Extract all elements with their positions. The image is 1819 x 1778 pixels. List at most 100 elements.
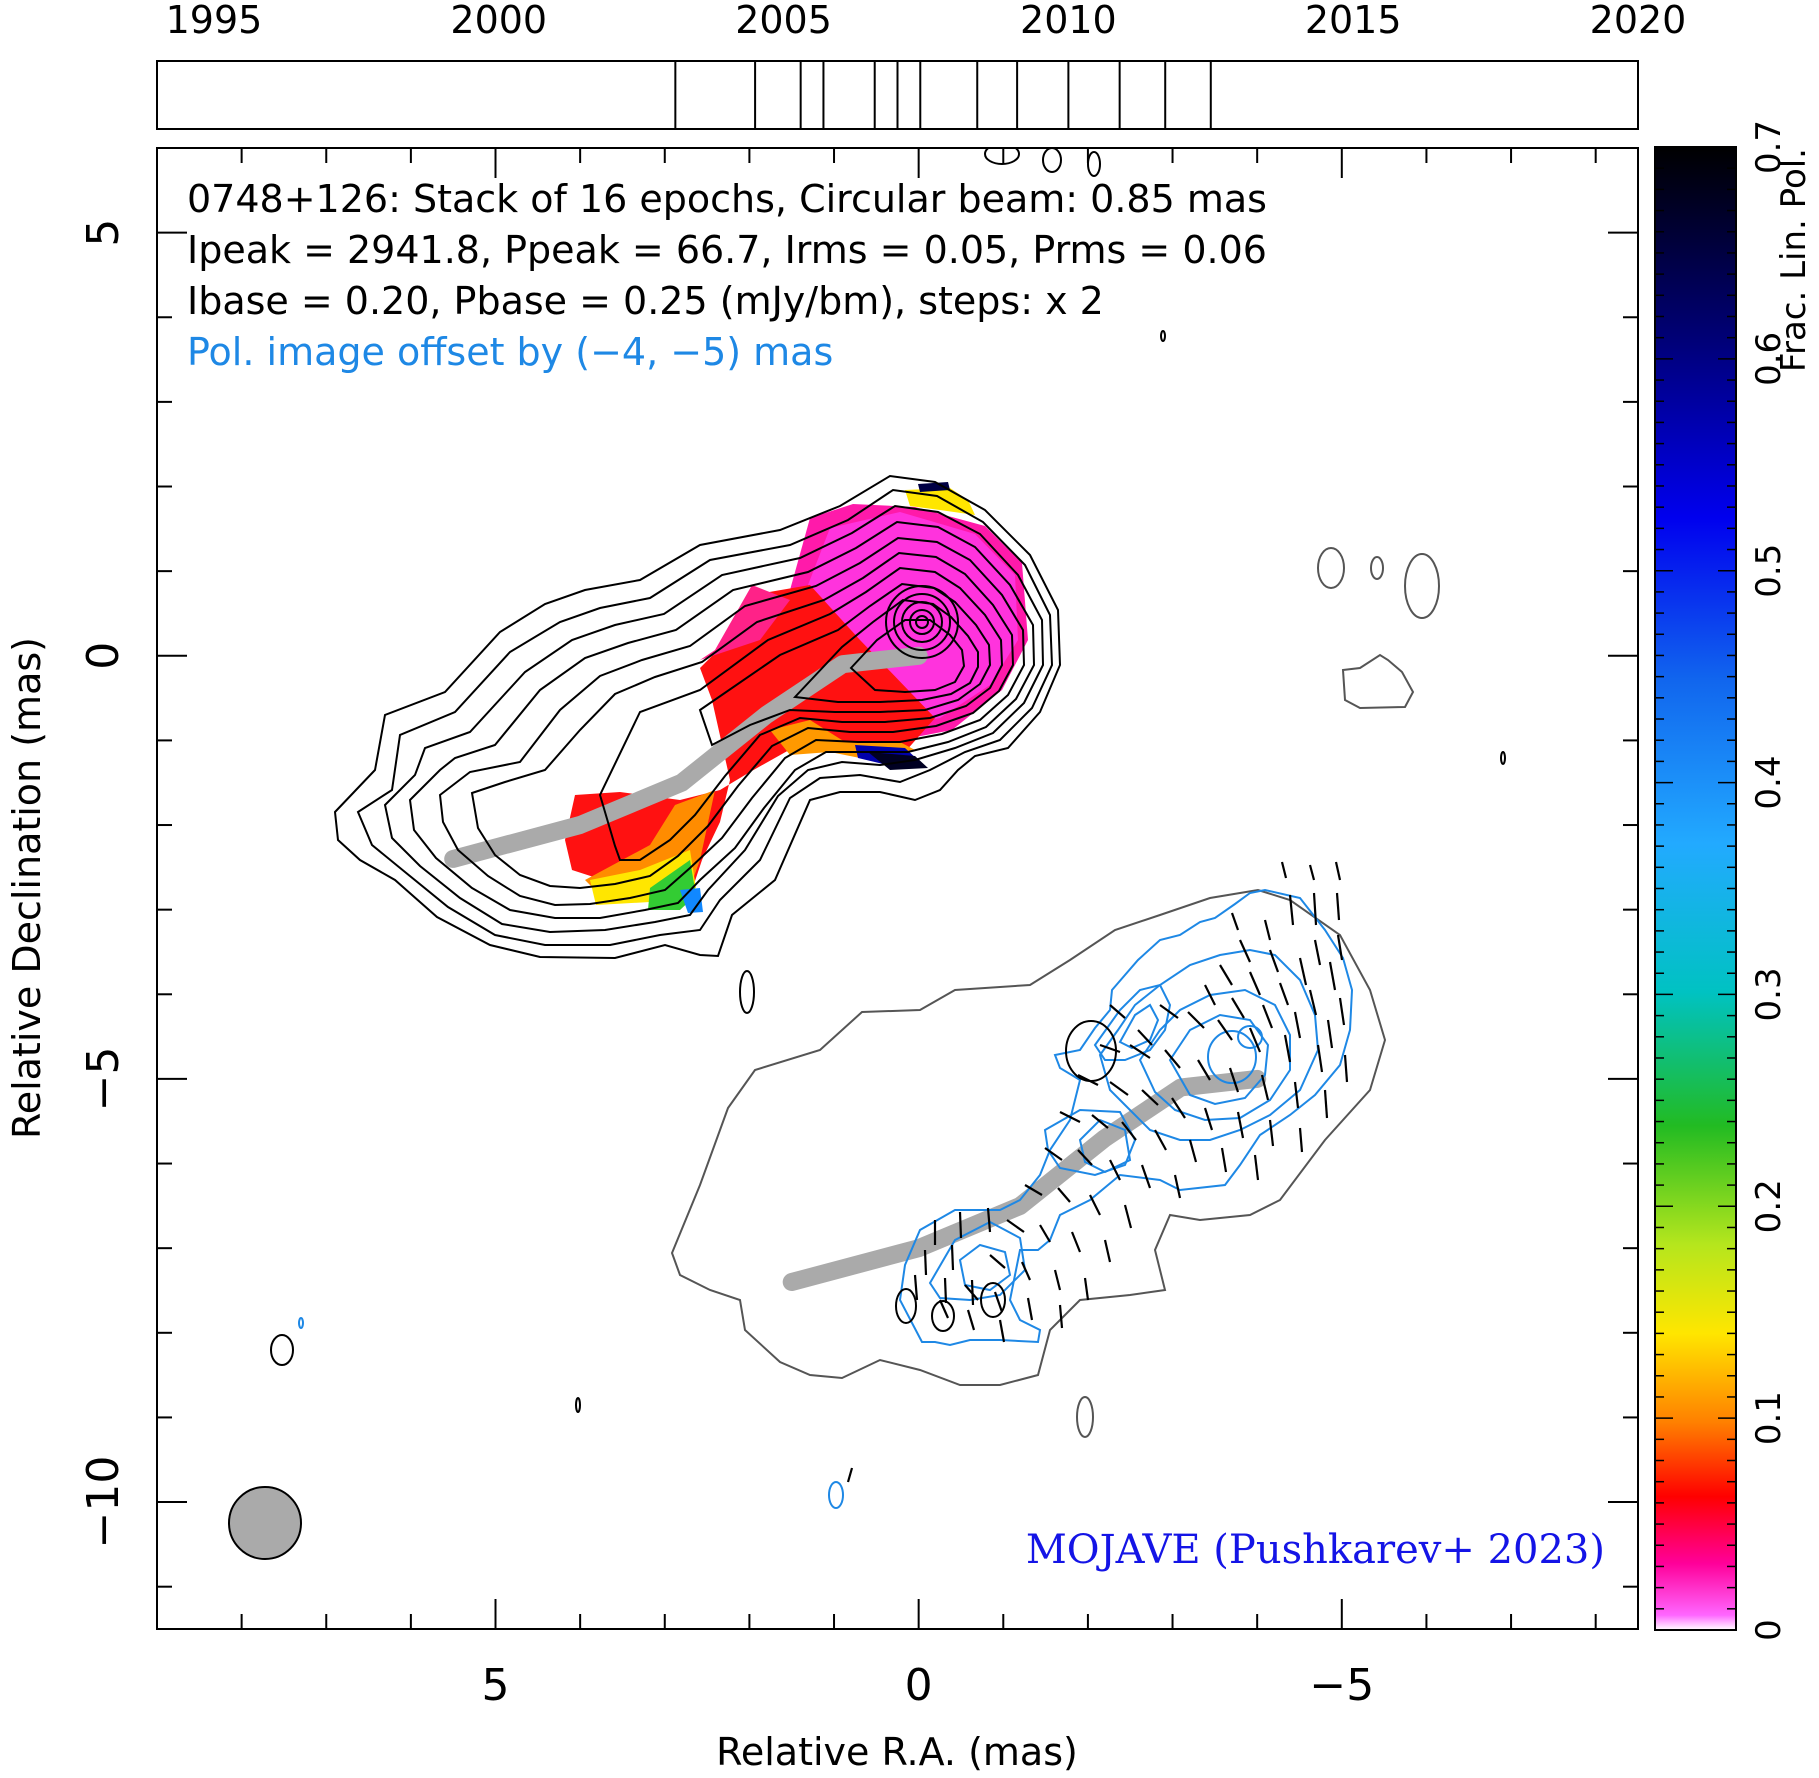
colorbar-tick-label: 0.2	[1749, 1179, 1789, 1233]
grey-contour-blob-1	[1317, 547, 1345, 589]
grey-contour-blob-4	[1341, 653, 1415, 710]
x-tick-label: 5	[482, 1660, 510, 1711]
evpa-stick	[1248, 1027, 1262, 1053]
colorbar-tick-label: 0.4	[1749, 756, 1789, 810]
ridge-line-pol	[782, 1069, 1267, 1291]
evpa-stick	[1141, 1089, 1159, 1106]
evpa-stick	[1316, 1044, 1324, 1073]
evpa-stick	[1024, 1184, 1043, 1196]
x-axis-label: Relative R.A. (mas)	[716, 1730, 1078, 1774]
evpa-stick	[1026, 1297, 1034, 1321]
evpa-stick	[1187, 1011, 1205, 1029]
contour-i-1	[333, 474, 1062, 960]
evpa-stick	[1039, 1224, 1051, 1243]
evpa-stick	[958, 1211, 963, 1239]
evpa-stick	[1263, 919, 1272, 941]
pol-contour-6	[1237, 1025, 1263, 1049]
evpa-stick	[1268, 949, 1280, 973]
evpa-stick	[1058, 1304, 1064, 1329]
contour-i-2	[356, 488, 1054, 946]
contour-i-4	[408, 520, 1036, 919]
evpa-stick	[1188, 1139, 1198, 1163]
evpa-stick	[1278, 982, 1290, 1006]
timeline-epochs	[674, 61, 1212, 129]
y-tick-label: −10	[78, 1456, 129, 1549]
evpa-stick	[1083, 1277, 1090, 1301]
contour-i-blob-8	[1500, 751, 1506, 765]
evpa-stick	[1298, 1127, 1304, 1153]
evpa-stick	[1308, 864, 1316, 881]
extra-contour-1	[895, 1288, 917, 1324]
evpa-stick	[1077, 1074, 1099, 1086]
evpa-stick	[1335, 892, 1341, 921]
evpa-stick	[1219, 964, 1233, 986]
evpa-stick	[1308, 989, 1318, 1016]
timeline-tick-label: 2015	[1305, 0, 1402, 42]
timeline-tick-label: 2000	[450, 0, 547, 42]
frac-pol-edge-dark	[868, 752, 928, 770]
map-frame	[156, 147, 1639, 1630]
timeline-tick-label: 2010	[1020, 0, 1117, 42]
x-tick-label: 0	[905, 1660, 933, 1711]
pol-contour-blob-3	[336, 142, 346, 146]
evpa-stick	[1164, 1049, 1181, 1069]
evpa-stick	[1059, 1111, 1081, 1123]
evpa-stick	[1323, 1089, 1329, 1119]
evpa-stick	[1288, 894, 1295, 926]
evpa-stick	[1336, 934, 1344, 961]
evpa-stick	[1283, 1034, 1292, 1063]
evpa-sticks	[846, 861, 1349, 1483]
pol-contour-1	[898, 888, 1354, 1347]
evpa-stick	[1121, 1121, 1137, 1141]
evpa-stick	[993, 1291, 1004, 1313]
evpa-stick	[1260, 1074, 1270, 1101]
evpa-stick	[986, 1207, 992, 1233]
evpa-stick	[1089, 1194, 1101, 1216]
colorbar-tick-label: 0.7	[1749, 120, 1789, 174]
map-content	[228, 142, 1506, 1560]
evpa-stick	[1338, 997, 1346, 1026]
mojave-credit: MOJAVE (Pushkarev+ 2023)	[1026, 1527, 1605, 1573]
pol-contour-10	[1078, 1118, 1132, 1174]
contour-i-6	[470, 551, 1015, 890]
contour-i-8	[698, 582, 992, 747]
evpa-stick	[1057, 1187, 1071, 1203]
evpa-stick	[1070, 1231, 1082, 1253]
evpa-stick	[1293, 1081, 1300, 1109]
extra-black-contours	[895, 1020, 1117, 1332]
grey-contour-envelope	[670, 888, 1387, 1386]
evpa-stick	[1334, 861, 1342, 881]
evpa-stick	[1197, 1059, 1211, 1081]
annotation-line-2: Ipeak = 2941.8, Ppeak = 66.7, Irms = 0.0…	[187, 228, 1267, 272]
evpa-stick	[1129, 1044, 1151, 1059]
timeline-tick-label: 2020	[1590, 0, 1687, 42]
pol-contour-5	[1207, 1030, 1257, 1084]
evpa-stick	[1044, 1147, 1063, 1161]
extra-contour-2	[931, 1300, 955, 1332]
evpa-stick	[1109, 1081, 1129, 1096]
y-tick-label: 5	[78, 219, 129, 247]
contour-i-blob-6	[575, 1397, 581, 1413]
evpa-stick	[1253, 1154, 1260, 1181]
evpa-stick	[1099, 1043, 1121, 1054]
colorbar-tick-label: 0.3	[1749, 967, 1789, 1021]
evpa-stick	[1103, 1239, 1112, 1263]
evpa-stick	[1298, 957, 1308, 986]
evpa-stick	[1328, 961, 1337, 991]
evpa-stick	[913, 1274, 919, 1301]
evpa-stick	[1137, 1029, 1153, 1046]
evpa-stick	[1326, 1019, 1334, 1049]
grey-contour-blob-5	[1076, 1396, 1094, 1438]
contour-i-blob-7	[1160, 330, 1166, 342]
evpa-stick	[1053, 1269, 1062, 1291]
total-intensity-contours	[270, 148, 1506, 1413]
pol-contour-4	[1168, 1013, 1270, 1106]
y-tick-label: −5	[78, 1046, 129, 1111]
contour-i-15	[915, 615, 929, 629]
evpa-stick	[998, 1319, 1006, 1343]
y-axis-ticks: 5 0 −5 −10	[78, 219, 1638, 1588]
pol-contour-8	[1118, 1003, 1160, 1050]
evpa-stick	[1091, 1114, 1109, 1129]
evpa-stick	[1109, 1159, 1121, 1181]
beam-ellipse	[228, 1486, 302, 1560]
